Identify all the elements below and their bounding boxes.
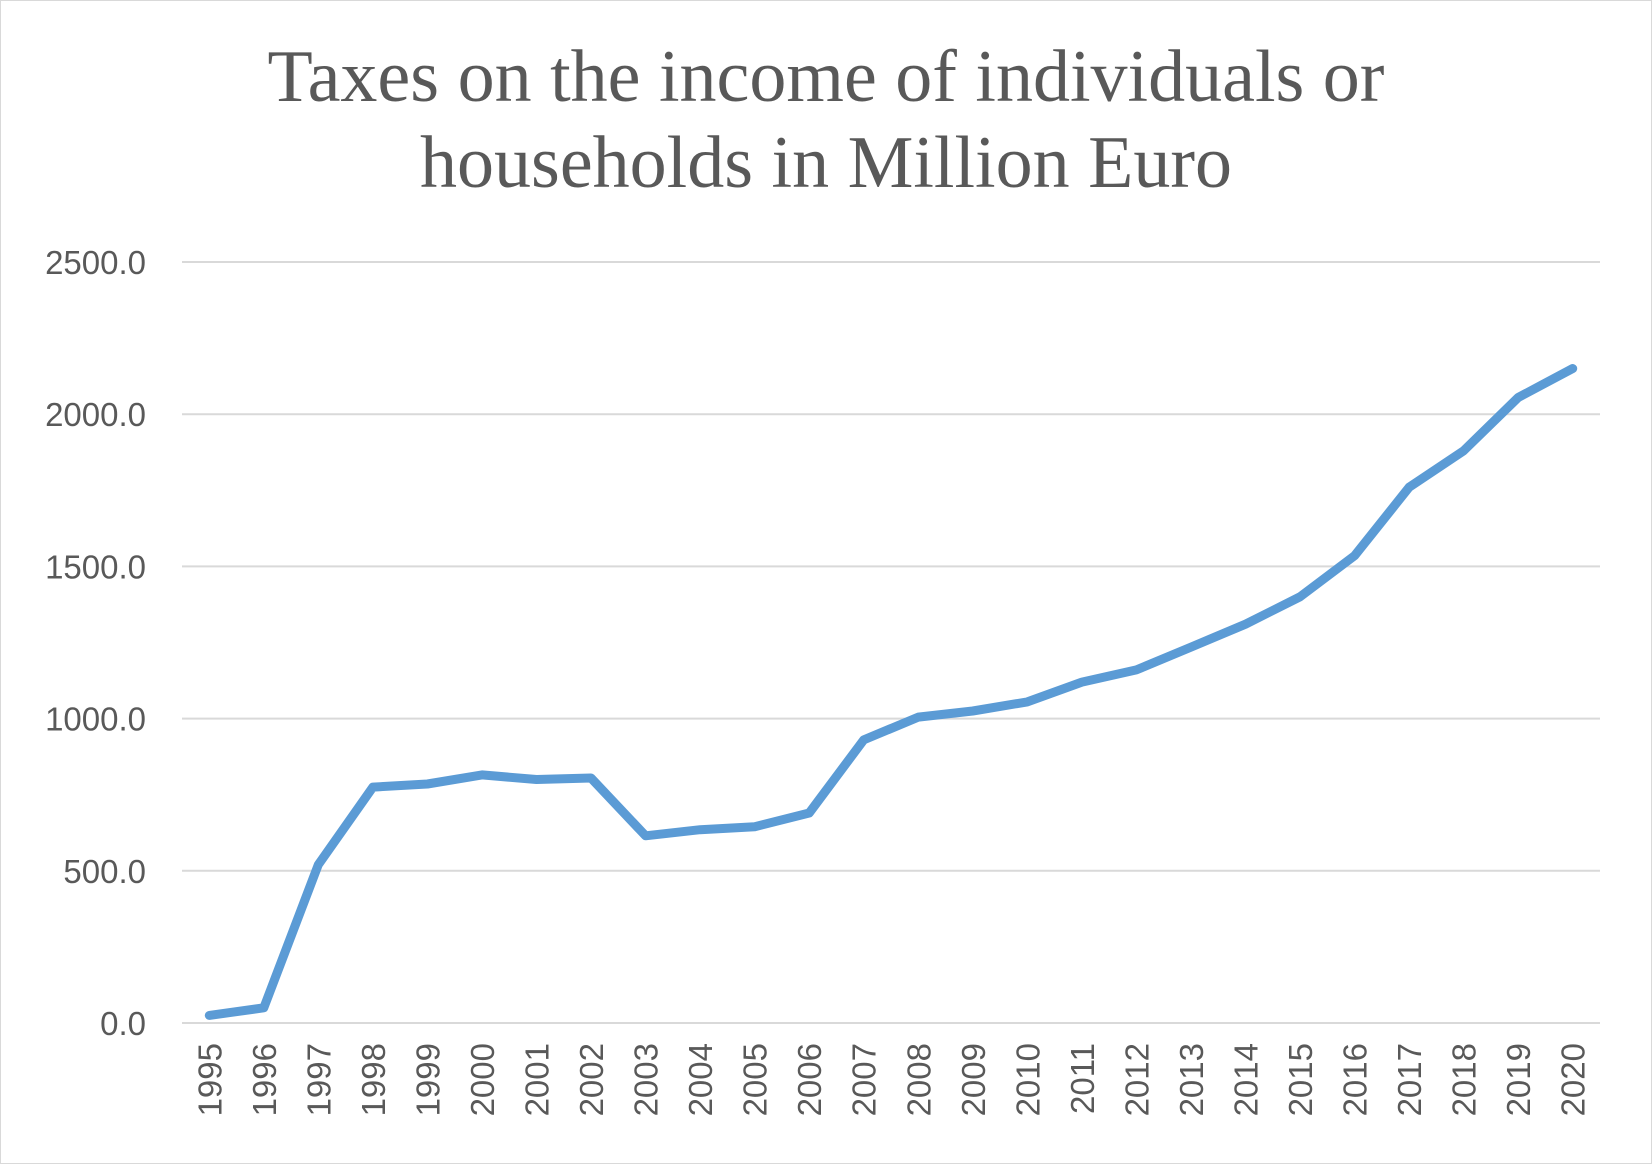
y-tick-label: 2500.0: [45, 244, 146, 281]
y-tick-label: 500.0: [63, 853, 146, 890]
x-tick-label: 2003: [628, 1043, 665, 1116]
x-tick-label: 2016: [1337, 1043, 1374, 1116]
x-tick-label: 2015: [1282, 1043, 1319, 1116]
x-tick-label: 2013: [1173, 1043, 1210, 1116]
x-tick-label: 2019: [1500, 1043, 1537, 1116]
x-tick-label: 1997: [300, 1043, 337, 1116]
x-tick-label: 2000: [464, 1043, 501, 1116]
x-tick-label: 2005: [737, 1043, 774, 1116]
chart-title-line-1: Taxes on the income of individuals or: [267, 36, 1385, 118]
y-tick-label: 1000.0: [45, 701, 146, 738]
x-tick-label: 2018: [1446, 1043, 1483, 1116]
y-tick-label: 1500.0: [45, 548, 146, 585]
x-tick-label: 2011: [1064, 1043, 1101, 1114]
chart-title: Taxes on the income of individuals or ho…: [0, 34, 1652, 206]
x-tick-label: 2014: [1228, 1043, 1265, 1116]
x-tick-label: 1999: [409, 1043, 446, 1116]
x-tick-label: 1998: [355, 1043, 392, 1116]
x-tick-label: 2004: [682, 1043, 719, 1116]
x-tick-label: 2009: [955, 1043, 992, 1116]
x-tick-label: 2007: [846, 1043, 883, 1116]
x-tick-label: 2012: [1118, 1043, 1155, 1116]
y-tick-label: 2000.0: [45, 396, 146, 433]
series-line: [204, 364, 1578, 1020]
x-tick-label: 2020: [1555, 1043, 1592, 1116]
x-tick-label: 2002: [573, 1043, 610, 1116]
x-tick-label: 2001: [519, 1043, 556, 1116]
x-tick-label: 2010: [1009, 1043, 1046, 1116]
x-tick-label: 1996: [246, 1043, 283, 1116]
y-tick-label: 0.0: [100, 1005, 146, 1042]
x-tick-label: 2006: [791, 1043, 828, 1116]
x-tick-label: 1995: [191, 1043, 228, 1116]
x-tick-label: 2008: [900, 1043, 937, 1116]
chart-title-line-2: households in Million Euro: [420, 122, 1232, 204]
x-tick-label: 2017: [1391, 1043, 1428, 1116]
